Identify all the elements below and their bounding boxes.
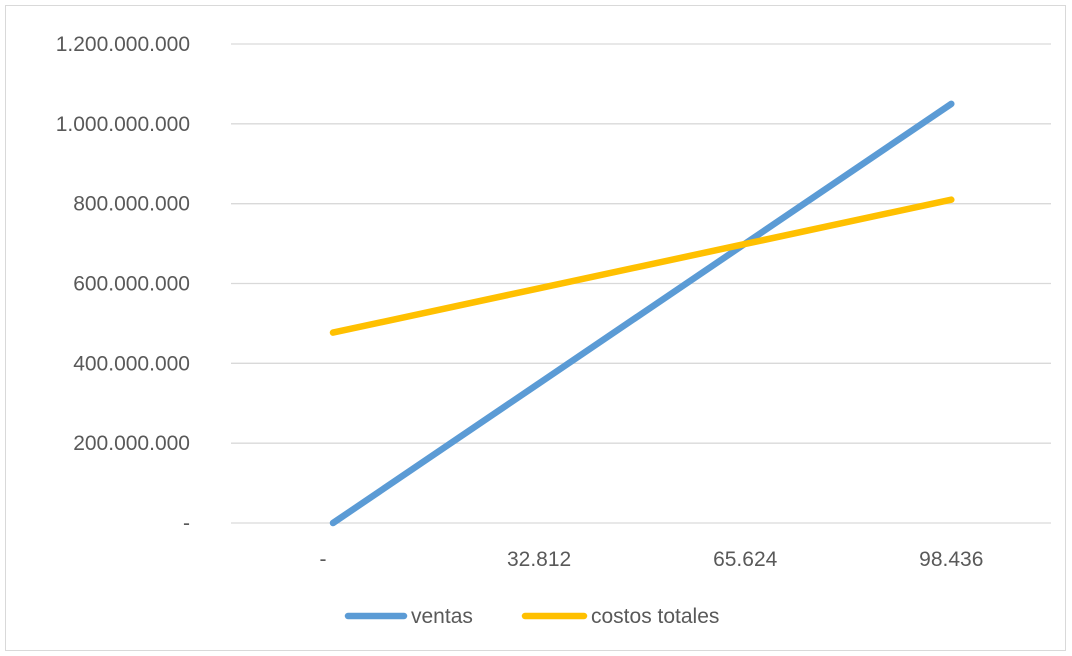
x-tick-label: 65.624 bbox=[713, 548, 778, 571]
series-line-costos-totales bbox=[329, 196, 955, 336]
x-tick-label: 98.436 bbox=[919, 548, 983, 571]
series-lines bbox=[329, 100, 955, 527]
y-axis-tick-labels: - 200.000.000 400.000.000 600.000.000 800.00… bbox=[56, 33, 190, 535]
y-tick-label: 800.000.000 bbox=[73, 193, 190, 216]
y-tick-label: 200.000.000 bbox=[73, 432, 190, 455]
legend-label: ventas bbox=[411, 605, 473, 628]
line-chart: - 200.000.000 400.000.000 600.000.000 800.00… bbox=[56, 33, 1051, 628]
x-tick-label: - bbox=[320, 548, 327, 571]
y-tick-label: 600.000.000 bbox=[73, 273, 190, 296]
chart-area: - 200.000.000 400.000.000 600.000.000 800.00… bbox=[5, 5, 1066, 651]
x-axis-tick-labels: - 32.812 65.624 98.436 bbox=[320, 548, 984, 571]
legend-label: costos totales bbox=[591, 605, 719, 628]
y-tick-label: - bbox=[183, 512, 190, 535]
y-tick-label: 400.000.000 bbox=[73, 352, 190, 375]
series-line-ventas bbox=[329, 100, 955, 527]
legend: ventas costos totales bbox=[344, 605, 719, 628]
x-tick-label: 32.812 bbox=[507, 548, 571, 571]
y-tick-label: 1.200.000.000 bbox=[56, 33, 190, 56]
gridlines bbox=[231, 43, 1051, 524]
y-tick-label: 1.000.000.000 bbox=[56, 113, 190, 136]
